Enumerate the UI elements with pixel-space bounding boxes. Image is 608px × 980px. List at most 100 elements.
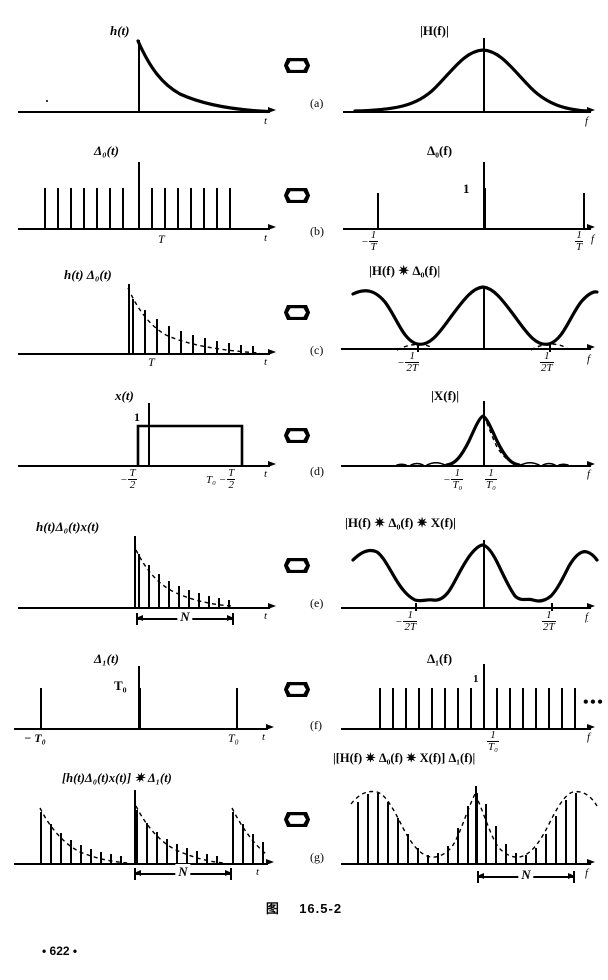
axis-x-arrow: [268, 349, 276, 355]
panel-f-freq: Δ₁(f) 1 ••• 1 T₀ f: [335, 648, 603, 760]
axis-x-line: [18, 111, 270, 114]
curve-replicated-spectrum: [351, 285, 599, 351]
panel-g-freq-xaxis: f: [585, 867, 589, 879]
panel-c-time-label: h(t) Δ₀(t): [64, 267, 112, 282]
figure-caption: 图 16.5-2: [0, 898, 608, 917]
axis-x-arrow: [587, 107, 595, 113]
panel-f-time-tick-left: − T₀: [24, 731, 46, 745]
panel-c-freq-tick-left: − 1 2T: [397, 350, 420, 375]
axis-y-line: [138, 40, 141, 113]
panel-f-time-amplitude-label: T₀: [114, 678, 127, 693]
panel-e-time-label: h(t)Δ₀(t)x(t): [36, 519, 100, 534]
panel-d-time-label: x(t): [115, 388, 134, 403]
axis-x-line: [341, 728, 591, 731]
panel-b-freq-xaxis: f: [591, 233, 595, 245]
envelope-dashed-c: [127, 287, 261, 354]
fourier-transform-pair-icon-b: [284, 188, 310, 203]
axis-x-line: [341, 465, 591, 468]
panel-f-time-label: Δ₁(t): [94, 651, 119, 666]
axis-x-line: [14, 863, 268, 866]
row-tag-b: (b): [310, 224, 324, 238]
impulse-left: [377, 193, 380, 229]
axis-x-line: [343, 228, 591, 231]
rect-pulse: [136, 424, 244, 465]
panel-b-time-xaxis: t: [264, 232, 268, 244]
panel-d-freq-tick-right: 1 T₀: [485, 467, 497, 492]
span-label-N: N: [177, 609, 193, 625]
axis-x-arrow: [266, 859, 274, 865]
panel-e-freq-tick-right: 1 2T: [542, 609, 556, 634]
panel-a-freq-xaxis: f: [585, 115, 589, 127]
axis-x-arrow: [587, 224, 595, 230]
panel-e-freq: |H(f) ✷ Δ₀(f) ✷ X(f)| − 1 2T 1 2T f: [335, 512, 600, 637]
panel-g-freq-label: |[H(f) ✷ Δ₀(f) ✷ X(f)] Δ₁(f)|: [333, 751, 476, 765]
fourier-transform-pair-icon-f: [284, 682, 310, 697]
axis-x-arrow: [587, 603, 595, 609]
span-bracket-N-freq-g: N: [477, 867, 575, 883]
curve-rippled-spectrum: [351, 543, 599, 603]
panel-a-time: h(t) t: [10, 10, 280, 130]
panel-g-freq: |[H(f) ✷ Δ₀(f) ✷ X(f)] Δ₁(f)|: [333, 751, 600, 890]
row-tag-c: (c): [310, 343, 324, 357]
panel-f-time-xaxis: t: [262, 731, 266, 743]
panel-a-time-xaxis: t: [264, 115, 268, 127]
row-tag-f: (f): [310, 718, 322, 732]
panel-d-freq-tick-left: − 1 T₀: [443, 467, 464, 492]
row-tag-g: (g): [310, 850, 324, 864]
axis-x-arrow: [266, 724, 274, 730]
panel-e-time-xaxis: t: [264, 610, 268, 622]
panel-e-time: h(t)Δ₀(t)x(t) N t: [10, 512, 280, 637]
panel-c-time-tick-label: T: [148, 355, 155, 369]
axis-y-line: [483, 401, 486, 467]
axis-x-arrow: [587, 859, 595, 865]
impulse-right: [583, 193, 586, 229]
fourier-transform-pair-icon-e: [284, 558, 310, 573]
row-tag-e: (e): [310, 596, 324, 610]
panel-d-time-amplitude-label: 1: [134, 410, 140, 424]
panel-a-time-label: h(t): [110, 23, 130, 38]
axis-x-line: [341, 607, 591, 610]
panel-f-time: Δ₁(t) T₀ − T₀ T₀ t: [10, 648, 280, 760]
axis-x-line: [341, 863, 591, 866]
axis-y-line: [134, 536, 137, 608]
panel-d-freq-xaxis: f: [587, 468, 591, 480]
axis-x-line: [341, 348, 591, 351]
span-label-N: N: [518, 867, 534, 883]
panel-c-time: h(t) Δ₀(t) T t: [10, 258, 280, 370]
panel-d-time-xaxis: t: [264, 468, 268, 480]
axis-y-line: [128, 284, 131, 354]
panel-b-freq-amplitude-label: 1: [463, 181, 470, 196]
panel-g-time-xaxis: t: [256, 866, 260, 878]
axis-x-arrow: [268, 107, 276, 113]
curve-magnitude-spectrum: [353, 48, 589, 113]
axis-x-line: [14, 728, 268, 731]
axis-x-line: [18, 353, 270, 356]
axis-x-arrow: [587, 724, 595, 730]
span-bracket-N: N: [136, 609, 234, 625]
axis-x-arrow: [587, 461, 595, 467]
axis-x-line: [18, 228, 270, 231]
axis-y-line: [148, 403, 151, 467]
axis-y-line: [483, 286, 486, 350]
panel-g-time-label: [h(t)Δ₀(t)x(t)] ✷ Δ₁(t): [62, 771, 172, 785]
panel-e-freq-label: |H(f) ✷ Δ₀(f) ✷ X(f)|: [345, 515, 457, 530]
impulse-center-f: [138, 688, 141, 729]
impulse-left-f: [40, 688, 43, 729]
axis-x-line: [18, 465, 270, 468]
axis-y-line: [483, 540, 486, 609]
curve-sinc-spectrum: [396, 414, 569, 467]
panel-g-time: [h(t)Δ₀(t)x(t)] ✷ Δ₁(t): [10, 768, 280, 890]
caption-prefix: 图: [265, 901, 280, 916]
panel-c-time-xaxis: t: [264, 356, 268, 368]
fourier-transform-pair-icon-c: [284, 305, 310, 320]
span-bracket-N-g: N: [134, 864, 232, 880]
envelope-dashed-e: [135, 549, 233, 607]
fourier-transform-pair-icon-g: [284, 812, 310, 827]
panel-b-time-tick-label: T: [158, 232, 165, 246]
panel-d-freq-label: |X(f)|: [431, 388, 460, 403]
axis-x-arrow: [268, 461, 276, 467]
